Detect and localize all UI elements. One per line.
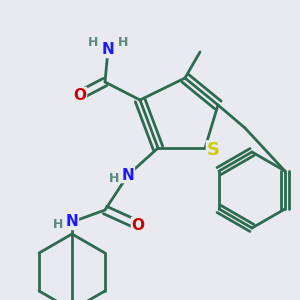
Text: H: H [53, 218, 63, 232]
Text: H: H [118, 35, 128, 49]
Text: S: S [206, 141, 220, 159]
Text: O: O [74, 88, 86, 103]
Text: N: N [122, 167, 134, 182]
Text: N: N [66, 214, 78, 230]
Text: N: N [102, 43, 114, 58]
Text: H: H [88, 35, 98, 49]
Text: H: H [109, 172, 119, 184]
Text: O: O [131, 218, 145, 232]
